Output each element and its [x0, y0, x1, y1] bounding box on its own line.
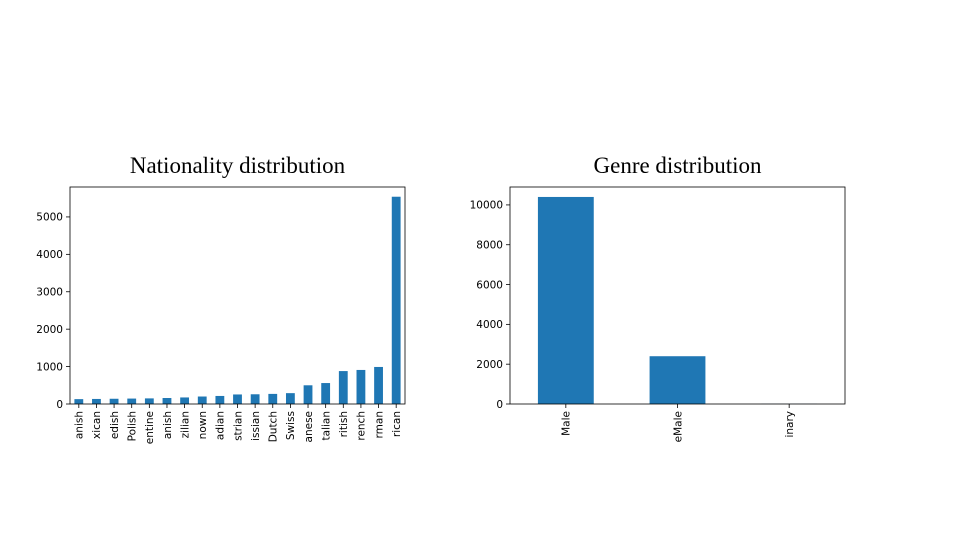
- nationality-xtick-label-7: nown: [197, 411, 209, 439]
- nationality-xtick-label-14: talian: [320, 411, 332, 440]
- nationality-xtick-label-2: edish: [109, 411, 121, 439]
- nationality-bar-16: [356, 369, 366, 404]
- nationality-ytick-label-1: 1000: [36, 361, 63, 373]
- nationality-bar-4: [144, 398, 154, 404]
- nationality-xtick-label-4: entine: [144, 411, 156, 444]
- genre-chart: 0 2000 4000 6000 8000 10000 Male eMale inary: [470, 186, 846, 442]
- nationality-xtick-label-6: zilian: [179, 411, 191, 438]
- nationality-xtick-label-16: rench: [356, 411, 368, 441]
- nationality-bar-17: [374, 366, 383, 404]
- genre-ytick-label-2: 4000: [476, 319, 503, 331]
- nationality-xtick-label-8: adian: [215, 411, 227, 440]
- nationality-bar-8: [215, 395, 225, 404]
- nationality-xtick-label-1: xican: [91, 411, 103, 439]
- nationality-ytick-label-5: 5000: [36, 212, 63, 224]
- genre-ytick-label-3: 6000: [476, 279, 503, 291]
- nationality-bar-13: [303, 385, 313, 404]
- nationality-bar-1: [92, 398, 101, 404]
- genre-xtick-label-0: Male: [561, 411, 573, 436]
- nationality-chart: 0 1000 2000 3000 4000 5000 anish xican edish Poli…: [36, 186, 406, 444]
- nationality-ytick-label-0: 0: [56, 399, 63, 411]
- nationality-bar-12: [285, 393, 295, 404]
- nationality-xtick-label-0: anish: [74, 411, 86, 439]
- genre-xtick-label-2: inary: [784, 411, 796, 438]
- nationality-bar-10: [250, 394, 260, 404]
- genre-chart-title: Genre distribution: [593, 153, 762, 178]
- nationality-xtick-label-15: ritish: [338, 411, 350, 437]
- nationality-bar-15: [338, 371, 348, 404]
- nationality-axes-frame: [69, 186, 406, 405]
- nationality-bar-14: [321, 383, 331, 404]
- nationality-ytick-label-2: 2000: [36, 324, 63, 336]
- nationality-xtick-label-11: Dutch: [268, 411, 280, 442]
- nationality-bar-7: [197, 396, 207, 404]
- nationality-bar-6: [180, 397, 190, 404]
- nationality-bar-11: [268, 393, 278, 404]
- nationality-bar-5: [162, 398, 172, 404]
- nationality-bar-0: [74, 399, 84, 404]
- nationality-xtick-label-3: Polish: [127, 411, 139, 441]
- nationality-ytick-label-3: 3000: [36, 287, 63, 299]
- nationality-xtick-label-9: strian: [232, 411, 244, 441]
- nationality-ytick-label-4: 4000: [36, 249, 63, 261]
- genre-bar-0: [537, 196, 594, 404]
- nationality-xtick-label-18: rican: [391, 411, 403, 437]
- nationality-xtick-label-13: anese: [303, 411, 315, 442]
- nationality-xtick-label-17: rman: [373, 411, 385, 438]
- nationality-bar-3: [127, 398, 137, 404]
- nationality-chart-title: Nationality distribution: [129, 153, 346, 178]
- genre-bar-1: [649, 356, 706, 404]
- nationality-xtick-label-12: Swiss: [285, 411, 297, 440]
- genre-ytick-label-1: 2000: [476, 359, 503, 371]
- genre-ytick-label-5: 10000: [470, 200, 503, 212]
- nationality-xtick-label-5: anish: [162, 411, 174, 439]
- nationality-bar-2: [109, 398, 119, 404]
- genre-ytick-label-4: 8000: [476, 240, 503, 252]
- genre-xtick-label-1: eMale: [672, 411, 684, 442]
- nationality-bar-9: [233, 394, 242, 404]
- genre-ytick-label-0: 0: [496, 399, 503, 411]
- nationality-xtick-label-10: issian: [250, 411, 262, 441]
- nationality-bar-18: [391, 196, 401, 404]
